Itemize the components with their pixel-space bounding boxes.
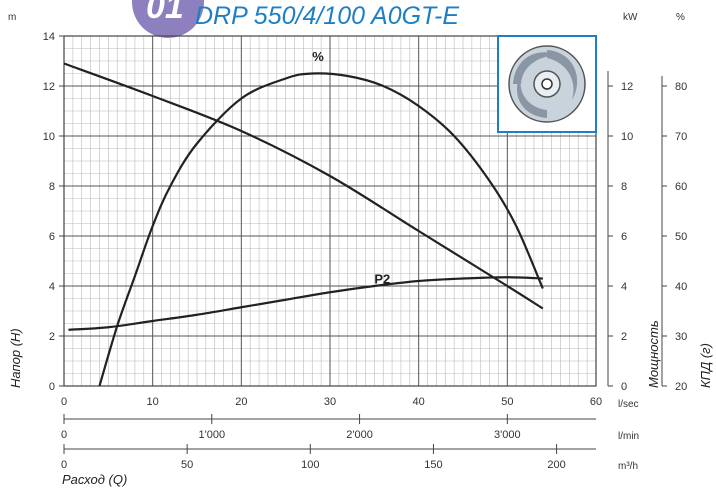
flow-lmin-tick-label: 0 — [61, 429, 67, 441]
efficiency-unit-label: % — [676, 12, 685, 23]
flow-lsec-tick-label: 30 — [324, 396, 336, 408]
head-axis-title: Напор (H) — [8, 328, 23, 388]
flow-lsec-tick-label: 40 — [413, 396, 425, 408]
power-tick-label: 2 — [621, 331, 627, 343]
head-tick-label: 12 — [43, 81, 55, 93]
flow-lsec-tick-label: 0 — [61, 396, 67, 408]
flow-axis-title: Расход (Q) — [62, 472, 127, 487]
head-tick-label: 10 — [43, 131, 55, 143]
efficiency-curve-label: % — [312, 49, 324, 64]
power-curve — [68, 276, 543, 331]
flow-lsec-tick-label: 20 — [235, 396, 247, 408]
flow-m3h-tick-label: 100 — [301, 459, 319, 471]
x-unit-m3h: m³/h — [618, 461, 638, 472]
flow-m3h-tick-label: 0 — [61, 459, 67, 471]
flow-lmin-tick-label: 3'000 — [494, 429, 521, 441]
pump-impeller-icon — [497, 35, 597, 133]
power-tick-label: 8 — [621, 181, 627, 193]
chart-axes — [59, 35, 667, 454]
flow-lmin-tick-label: 1'000 — [198, 429, 225, 441]
x-unit-lsec: l/sec — [618, 399, 639, 410]
tick-labels: 0 2 4 6 8 10 12 14 0 2 4 6 8 10 12 20 30 40 50 60 70 80 0 10 20 3… — [43, 31, 688, 471]
efficiency-tick-label: 20 — [675, 381, 687, 393]
efficiency-tick-label: 50 — [675, 231, 687, 243]
chart-title: DRP 550/4/100 A0GT-E — [195, 2, 459, 30]
power-unit-label: kW — [623, 12, 638, 23]
power-tick-label: 12 — [621, 81, 633, 93]
flow-m3h-tick-label: 50 — [181, 459, 193, 471]
flow-m3h-tick-label: 150 — [424, 459, 442, 471]
head-tick-label: 14 — [43, 31, 55, 43]
power-curve-label: P2 — [374, 272, 390, 287]
efficiency-tick-label: 70 — [675, 131, 687, 143]
flow-lmin-tick-label: 2'000 — [346, 429, 373, 441]
head-tick-label: 8 — [49, 181, 55, 193]
series-badge — [132, 0, 204, 38]
head-tick-label: 0 — [49, 381, 55, 393]
efficiency-tick-label: 80 — [675, 81, 687, 93]
efficiency-tick-label: 30 — [675, 331, 687, 343]
power-tick-label: 6 — [621, 231, 627, 243]
plot-frame — [63, 35, 597, 387]
power-axis-title: Мощность — [646, 320, 661, 388]
head-tick-label: 2 — [49, 331, 55, 343]
head-tick-label: 4 — [49, 281, 55, 293]
head-unit-label: m — [8, 12, 16, 23]
flow-lsec-tick-label: 10 — [147, 396, 159, 408]
efficiency-axis-title: КПД (г) — [698, 343, 713, 388]
head-curve — [63, 62, 544, 310]
power-tick-label: 4 — [621, 281, 627, 293]
power-tick-label: 10 — [621, 131, 633, 143]
efficiency-tick-label: 60 — [675, 181, 687, 193]
head-tick-label: 6 — [49, 231, 55, 243]
x-unit-lmin: l/min — [618, 431, 639, 442]
flow-lsec-tick-label: 60 — [590, 396, 602, 408]
flow-lsec-tick-label: 50 — [501, 396, 513, 408]
efficiency-curve — [98, 72, 544, 387]
flow-m3h-tick-label: 200 — [547, 459, 565, 471]
series-badge-text: 01 — [146, 0, 184, 26]
performance-curves — [63, 62, 544, 387]
power-tick-label: 0 — [621, 381, 627, 393]
efficiency-tick-label: 40 — [675, 281, 687, 293]
